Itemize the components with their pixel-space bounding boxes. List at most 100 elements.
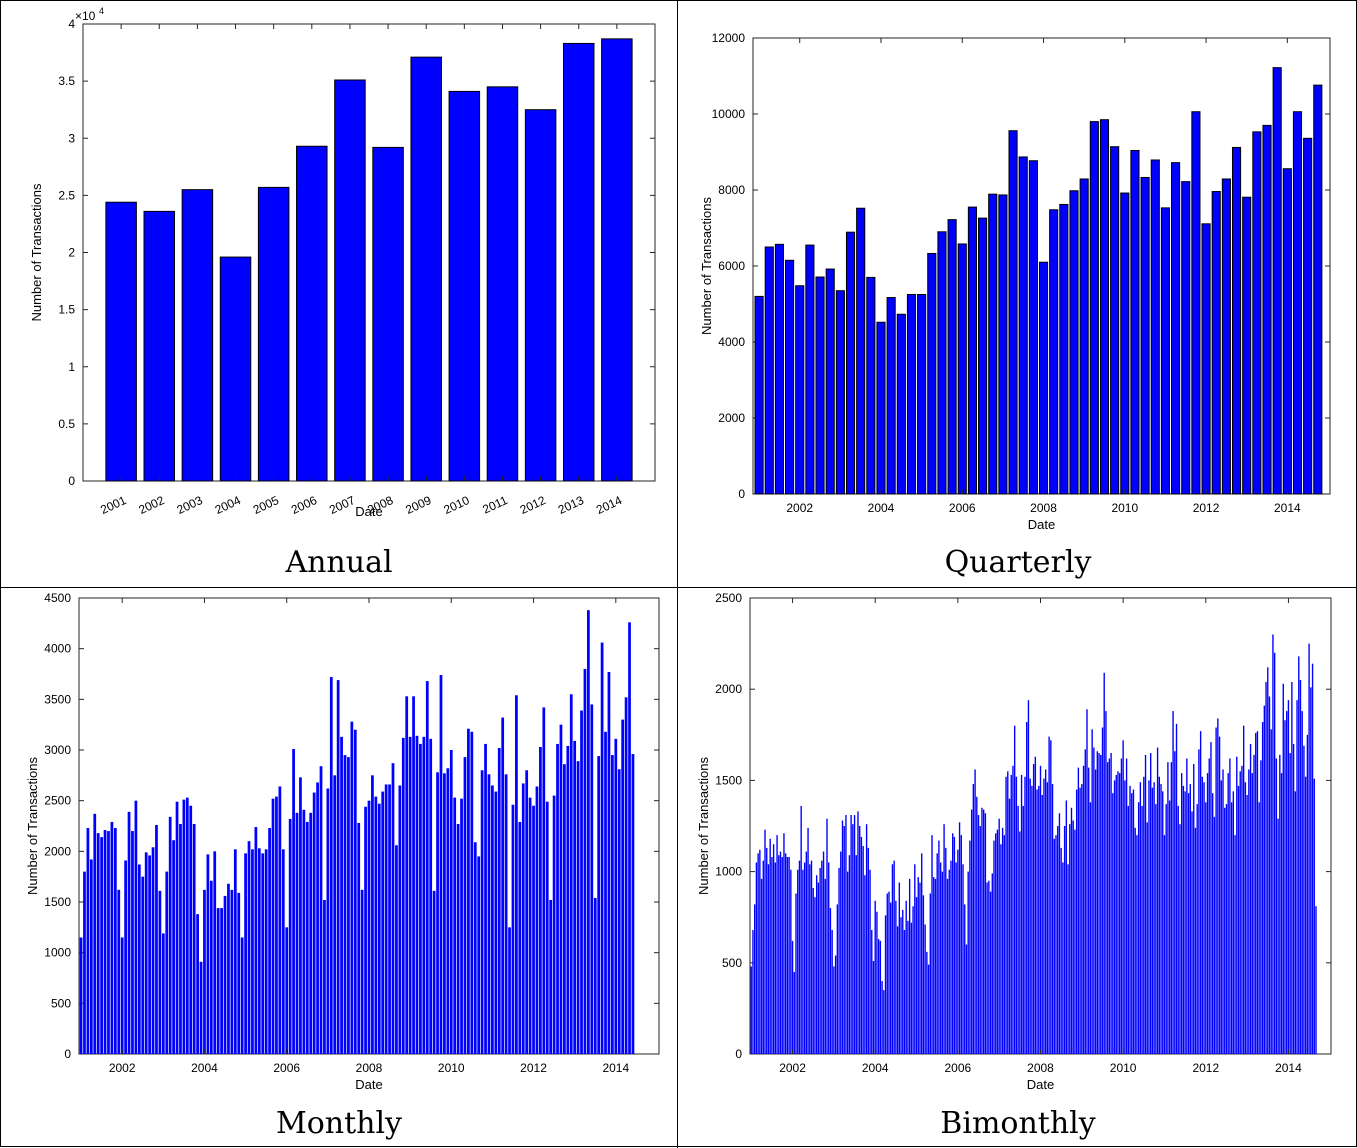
bar	[562, 42, 595, 482]
x-tick-label: 2006	[273, 1061, 300, 1075]
bar	[877, 939, 880, 1054]
bar	[1119, 773, 1121, 1054]
bar	[893, 860, 895, 1054]
bar	[836, 904, 839, 1054]
bar	[817, 882, 820, 1054]
bar	[891, 864, 894, 1054]
x-tick-label: 2003	[175, 493, 205, 517]
x-tick-label: 2006	[289, 493, 319, 517]
bar	[329, 677, 333, 1054]
bar	[486, 86, 519, 482]
bar	[1026, 722, 1028, 1054]
bar	[83, 871, 86, 1054]
bar	[869, 869, 871, 1054]
bar	[1303, 745, 1305, 1054]
bar	[766, 847, 768, 1054]
bar	[907, 920, 909, 1054]
x-tick-label: 2004	[191, 1061, 218, 1075]
bar	[1256, 731, 1259, 1054]
bar	[1067, 864, 1069, 1054]
chart-quarterly: 0 2000 4000 6000 8000 10000 12000 2002 2004 2006 2…	[699, 31, 1331, 532]
bar	[1015, 776, 1018, 1054]
bar	[1074, 829, 1076, 1054]
bar	[967, 871, 969, 1054]
bar	[1027, 700, 1030, 1054]
x-tick-label: 2004	[862, 1061, 889, 1075]
panel-monthly: 0 500 1000 1500 2000 2500 3000 3500 4000 4500 2002…	[1, 588, 677, 1148]
bar	[883, 990, 885, 1054]
bar	[453, 797, 457, 1054]
bar	[1273, 652, 1276, 1054]
bar	[360, 889, 364, 1054]
bar	[257, 848, 261, 1054]
bar	[786, 857, 789, 1054]
bar	[261, 853, 265, 1054]
y-tick-label: 0	[68, 474, 75, 488]
bar	[1036, 789, 1038, 1054]
bar	[1174, 751, 1176, 1054]
bar	[628, 622, 631, 1054]
bar	[110, 821, 114, 1054]
bar	[120, 937, 124, 1054]
bar	[1139, 782, 1142, 1054]
bar	[216, 908, 220, 1054]
y-tick-label: 3.5	[58, 74, 75, 88]
bar	[1286, 711, 1288, 1054]
bar	[958, 822, 961, 1054]
bar	[933, 877, 935, 1054]
bar	[1158, 776, 1160, 1054]
bar	[559, 724, 563, 1054]
bar	[1153, 782, 1155, 1054]
y-tick-label: 0	[738, 487, 745, 501]
bar	[771, 857, 773, 1054]
bar	[1306, 734, 1309, 1054]
plot-area	[82, 23, 656, 482]
bar	[429, 738, 433, 1054]
bar	[381, 791, 385, 1054]
bar	[1270, 729, 1272, 1054]
bar	[1177, 805, 1179, 1054]
bar	[1120, 192, 1130, 495]
bar	[587, 610, 590, 1054]
bar	[857, 811, 859, 1054]
bar	[508, 927, 511, 1054]
bar	[542, 707, 546, 1054]
bar	[525, 770, 529, 1054]
bar	[1055, 835, 1057, 1054]
panel-annual: 0 0.5 1 1.5 2 2.5 3 3.5 4 2001 2002 2003 2004 2005 200…	[1, 1, 677, 587]
bar	[1108, 758, 1111, 1054]
x-tick-label: 2008	[1027, 1061, 1054, 1075]
bar	[812, 888, 814, 1054]
bar	[1038, 785, 1040, 1054]
bar	[1230, 802, 1233, 1054]
bar	[1249, 743, 1252, 1054]
bar	[1062, 862, 1064, 1054]
bar	[941, 871, 944, 1054]
bar	[972, 784, 975, 1054]
bar	[1010, 774, 1012, 1054]
bar	[470, 731, 474, 1054]
bar	[223, 895, 227, 1054]
y-tick-label: 0	[64, 1047, 71, 1061]
bar	[934, 878, 937, 1054]
bar	[815, 276, 825, 495]
bar	[199, 961, 203, 1054]
bar	[977, 815, 980, 1054]
bar	[1213, 816, 1216, 1054]
bar	[1303, 137, 1313, 495]
y-tick-label: 3500	[44, 692, 71, 706]
bar	[539, 746, 542, 1054]
bar	[793, 971, 795, 1054]
bar	[117, 889, 121, 1054]
y-tick-label: 1500	[44, 895, 71, 909]
x-tick-label: 2010	[1110, 1061, 1137, 1075]
bar	[295, 812, 299, 1054]
bar	[945, 847, 947, 1054]
bar	[803, 862, 806, 1054]
bar	[1292, 111, 1303, 495]
bar	[432, 890, 436, 1054]
bar	[1110, 146, 1120, 495]
bar	[1049, 209, 1059, 495]
bar	[908, 878, 911, 1054]
chart-annual: 0 0.5 1 1.5 2 2.5 3 3.5 4 2001 2002 2003 2004 2005 200…	[29, 6, 656, 519]
